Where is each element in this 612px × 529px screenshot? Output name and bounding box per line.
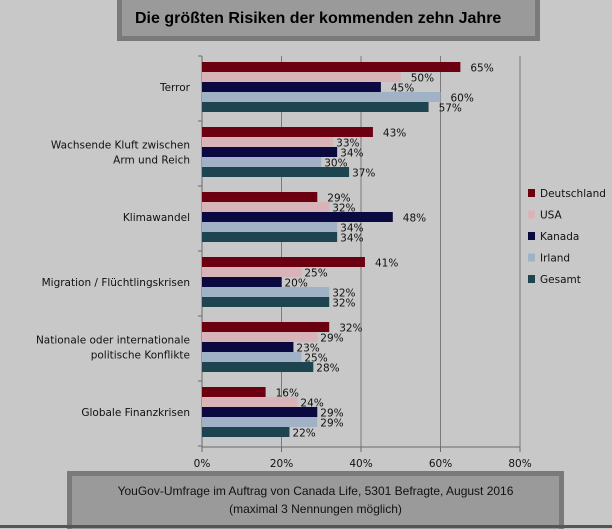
- bar-usa: [202, 202, 330, 212]
- data-label: 41%: [375, 258, 398, 270]
- data-label: 32%: [332, 288, 355, 300]
- bar-irland: [202, 222, 338, 232]
- data-label: 32%: [332, 298, 355, 310]
- category-label: politische Konflikte: [91, 350, 190, 362]
- legend-label: USA: [540, 210, 563, 222]
- legend-label: Kanada: [540, 231, 579, 243]
- bar-usa: [202, 137, 334, 147]
- bar-deutschland: [202, 257, 365, 267]
- bar-kanada: [202, 277, 282, 287]
- legend-swatch-deutschland: [528, 189, 535, 197]
- bar-irland: [202, 92, 441, 102]
- bar-gesamt: [202, 102, 429, 112]
- bar-irland: [202, 417, 318, 427]
- bar-gesamt: [202, 427, 290, 437]
- footnote-line-2: (maximal 3 Nennungen möglich): [229, 502, 402, 516]
- bottom-border: [0, 525, 612, 528]
- data-label: 25%: [304, 268, 327, 280]
- data-label: 29%: [320, 418, 343, 430]
- chart-title: Die größten Risiken der kommenden zehn J…: [135, 10, 502, 27]
- bar-gesamt: [202, 362, 314, 372]
- data-label: 16%: [276, 388, 299, 400]
- bar-irland: [202, 287, 330, 297]
- chart-title-box: Die größten Risiken der kommenden zehn J…: [117, 0, 540, 41]
- data-label: 28%: [316, 363, 339, 375]
- category-label: Arm und Reich: [113, 155, 190, 167]
- data-label: 30%: [324, 158, 347, 170]
- bar-deutschland: [202, 192, 318, 202]
- bar-kanada: [202, 342, 294, 352]
- data-label: 20%: [285, 278, 308, 290]
- bar-usa: [202, 397, 298, 407]
- category-label: Wachsende Kluft zwischen: [51, 140, 190, 152]
- legend-swatch-usa: [528, 210, 535, 219]
- x-tick-label: 40%: [349, 458, 372, 470]
- bar-irland: [202, 352, 302, 362]
- bar-kanada: [202, 407, 318, 417]
- bar-kanada: [202, 212, 393, 222]
- data-label: 34%: [340, 148, 363, 160]
- bar-gesamt: [202, 167, 350, 177]
- x-tick-label: 60%: [429, 458, 452, 470]
- data-label: 23%: [296, 343, 319, 355]
- bar-deutschland: [202, 62, 461, 72]
- data-label: 65%: [470, 63, 493, 75]
- bar-usa: [202, 267, 302, 277]
- bar-usa: [202, 332, 318, 342]
- category-label: Klimawandel: [123, 212, 190, 224]
- data-label: 32%: [339, 323, 362, 335]
- legend-swatch-irland: [528, 253, 535, 262]
- data-label: 34%: [340, 223, 363, 235]
- legend-label: Irland: [540, 253, 570, 265]
- data-label: 37%: [352, 168, 375, 180]
- legend-swatch-kanada: [528, 232, 535, 240]
- x-tick-label: 80%: [508, 458, 531, 470]
- bar-irland: [202, 157, 322, 167]
- data-label: 25%: [304, 353, 327, 365]
- x-tick-label: 0%: [194, 458, 211, 470]
- bar-deutschland: [202, 127, 373, 137]
- data-label: 32%: [332, 203, 355, 215]
- bar-gesamt: [202, 232, 338, 242]
- legend-label: Deutschland: [540, 188, 606, 200]
- data-label: 48%: [403, 213, 426, 225]
- data-label: 24%: [300, 398, 323, 410]
- x-tick-label: 20%: [270, 458, 293, 470]
- bar-usa: [202, 72, 401, 82]
- bar-gesamt: [202, 297, 330, 307]
- legend-label: Gesamt: [540, 274, 581, 286]
- data-label: 34%: [340, 233, 363, 245]
- category-label: Migration / Flüchtlingskrisen: [42, 277, 190, 289]
- bar-kanada: [202, 147, 338, 157]
- data-label: 22%: [292, 428, 315, 440]
- data-label: 57%: [439, 103, 462, 115]
- data-label: 50%: [411, 73, 434, 85]
- data-label: 60%: [451, 93, 474, 105]
- data-label: 29%: [327, 193, 350, 205]
- data-label: 45%: [391, 83, 414, 95]
- footnote-box: YouGov-Umfrage im Auftrag von Canada Lif…: [67, 471, 564, 529]
- bar-deutschland: [202, 322, 330, 332]
- category-label: Terror: [159, 82, 191, 94]
- category-label: Globale Finanzkrisen: [81, 407, 190, 419]
- footnote-line-1: YouGov-Umfrage im Auftrag von Canada Lif…: [117, 484, 514, 498]
- data-label: 33%: [336, 138, 359, 150]
- category-label: Nationale oder internationale: [36, 335, 190, 347]
- data-label: 29%: [320, 333, 343, 345]
- data-label: 43%: [383, 128, 406, 140]
- bar-kanada: [202, 82, 381, 92]
- bar-deutschland: [202, 387, 266, 397]
- legend-swatch-gesamt: [528, 275, 535, 283]
- data-label: 29%: [320, 408, 343, 420]
